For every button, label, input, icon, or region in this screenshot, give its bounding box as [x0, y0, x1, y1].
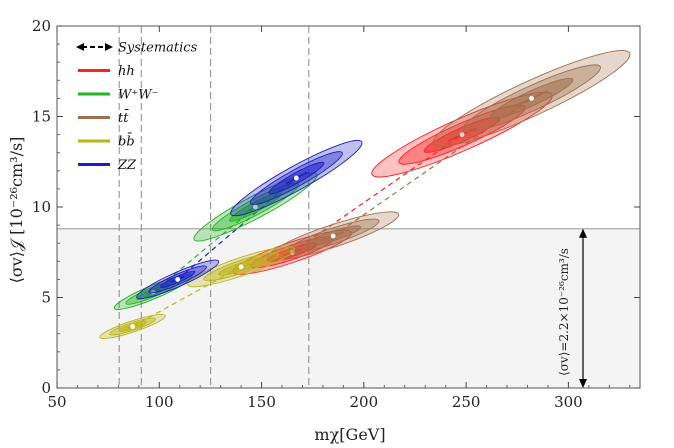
threshold-band: [57, 228, 640, 388]
bb̄-center-0: [130, 324, 136, 329]
legend-label-3: tt̄: [118, 109, 130, 126]
x-axis-label: mχ[GeV]: [314, 425, 385, 444]
tt̄-point-1: [432, 50, 631, 147]
connector-3-0: [132, 266, 242, 327]
x-tick-label-0: 50: [47, 393, 66, 411]
bb̄-point-1: [187, 246, 295, 288]
legend-label-0: Systematics: [118, 41, 198, 56]
x-tick-label-5: 300: [554, 393, 583, 411]
y-tick-label-1: 5: [41, 289, 51, 307]
tt̄-center-1: [529, 96, 534, 101]
legend-label-5: ZZ: [117, 158, 137, 173]
bb̄-point-0: [99, 313, 166, 339]
tt̄-center-0: [330, 233, 336, 239]
W⁺W⁻-point-1: [193, 172, 318, 242]
legend-systematics-arrow-right: [105, 43, 113, 51]
connector-0-0: [291, 134, 463, 253]
x-tick-label-3: 200: [350, 393, 379, 411]
bb̄-center-1: [238, 264, 244, 270]
legend-label-4: bb̄: [118, 133, 135, 150]
y-tick-label-4: 20: [32, 17, 51, 35]
legend-label-2: W⁺W⁻: [118, 88, 158, 103]
x-tick-label-4: 250: [452, 393, 481, 411]
y-axis-label: ⟨σv⟩𝒥 [10⁻²⁶cm³/s]: [7, 137, 26, 284]
x-tick-label-1: 100: [145, 393, 174, 411]
y-tick-label-3: 15: [32, 108, 51, 126]
W⁺W⁻-center-1: [253, 204, 258, 210]
ZZ-center-0: [175, 276, 181, 282]
x-tick-label-2: 150: [247, 393, 276, 411]
hh-center-1: [459, 132, 465, 138]
y-tick-label-2: 10: [32, 198, 51, 216]
connector-1-0: [152, 206, 256, 293]
ZZ-center-1: [293, 175, 299, 181]
threshold-arrow-head-top: [579, 228, 587, 238]
y-tick-label-0: 0: [41, 379, 51, 397]
legend-label-1: hh: [118, 64, 135, 79]
ZZ-point-0: [136, 259, 220, 300]
threshold-label: ⟨σv⟩=2.2×10⁻²⁶cm³/s: [557, 248, 571, 376]
legend-systematics-arrow-left: [76, 43, 84, 51]
ZZ-point-1: [230, 139, 363, 217]
tt̄-point-0: [267, 211, 400, 261]
threshold-arrow-head-bottom: [579, 379, 587, 388]
